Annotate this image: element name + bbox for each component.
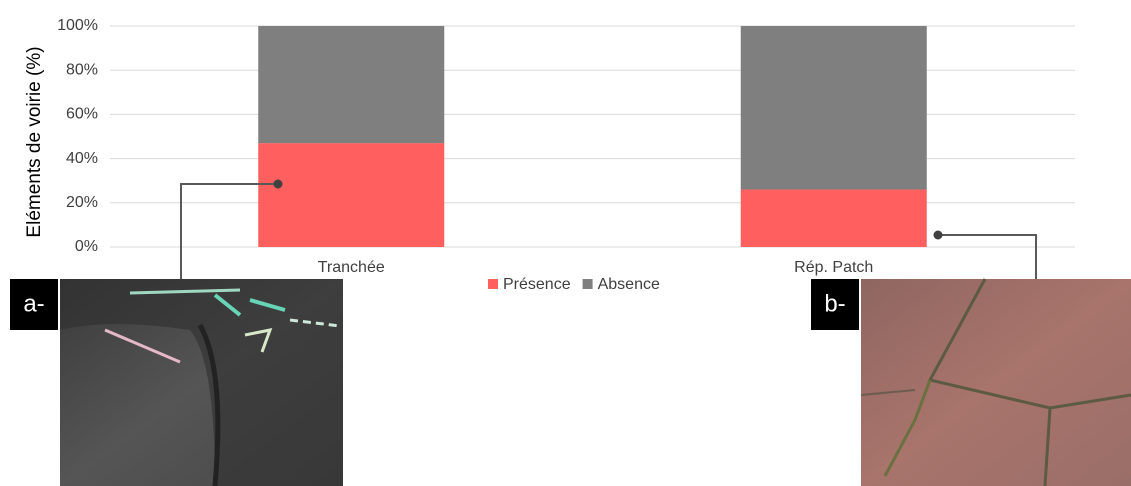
- legend-swatch: [488, 279, 498, 289]
- y-axis-label: Eléments de voirie (%): [24, 46, 45, 237]
- bar-segment: [740, 189, 927, 247]
- photo-label-box: [10, 279, 58, 330]
- photo-label: b-: [824, 290, 845, 317]
- x-tick-label: Tranchée: [318, 259, 385, 276]
- bar-segment: [740, 26, 927, 190]
- x-tick-label: Rép. Patch: [794, 259, 873, 276]
- photo-label: a-: [23, 290, 44, 317]
- y-tick-label: 20%: [66, 194, 98, 211]
- legend-swatch: [582, 279, 593, 289]
- legend-label: Présence: [503, 276, 571, 293]
- photo-label-box: [811, 279, 859, 330]
- y-tick-label: 60%: [66, 106, 98, 123]
- photo-b: [860, 278, 1131, 486]
- legend: Présence Absence: [488, 276, 660, 293]
- y-tick-label: 80%: [66, 61, 98, 78]
- bar-segment: [258, 143, 445, 247]
- photo-a: [60, 279, 343, 486]
- legend-label: Absence: [598, 276, 660, 293]
- y-tick-label: 100%: [57, 17, 98, 34]
- y-tick-label: 40%: [66, 150, 98, 167]
- bar-segment: [258, 26, 445, 144]
- y-tick-label: 0%: [75, 238, 98, 255]
- connector: [180, 179, 1037, 279]
